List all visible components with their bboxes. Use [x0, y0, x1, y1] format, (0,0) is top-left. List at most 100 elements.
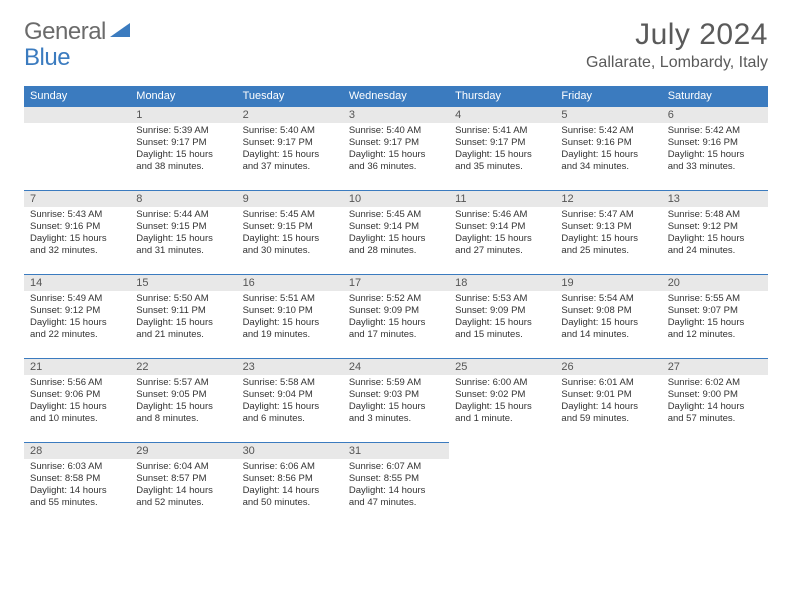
- day-number: 4: [449, 106, 555, 123]
- daylight-line: Daylight: 14 hours: [668, 401, 762, 413]
- sunrise-line: Sunrise: 5:42 AM: [561, 125, 655, 137]
- sunset-line: Sunset: 9:14 PM: [455, 221, 549, 233]
- daylight-line: Daylight: 15 hours: [30, 233, 124, 245]
- sunrise-line: Sunrise: 5:43 AM: [30, 209, 124, 221]
- day-number: 3: [343, 106, 449, 123]
- daylight-line: Daylight: 15 hours: [243, 149, 337, 161]
- calendar-day-cell: 13Sunrise: 5:48 AMSunset: 9:12 PMDayligh…: [662, 190, 768, 274]
- sunrise-line: Sunrise: 5:41 AM: [455, 125, 549, 137]
- sunrise-line: Sunrise: 6:06 AM: [243, 461, 337, 473]
- day-content: 29 Sunrise: 6:04 AMSunset: 8:57 PMDayligh…: [130, 442, 236, 513]
- day-number: 23: [237, 358, 343, 375]
- logo-blue-row: Blue: [24, 44, 70, 72]
- daylight-line: Daylight: 14 hours: [136, 485, 230, 497]
- day-content: 17Sunrise: 5:52 AMSunset: 9:09 PMDayligh…: [343, 274, 449, 345]
- daylight-line: and 21 minutes.: [136, 329, 230, 341]
- day-content: 9Sunrise: 5:45 AMSunset: 9:15 PMDaylight…: [237, 190, 343, 261]
- sunrise-line: Sunrise: 5:50 AM: [136, 293, 230, 305]
- calendar-day-cell: 21Sunrise: 5:56 AMSunset: 9:06 PMDayligh…: [24, 358, 130, 442]
- calendar-day-cell: 25Sunrise: 6:00 AMSunset: 9:02 PMDayligh…: [449, 358, 555, 442]
- daylight-line: Daylight: 15 hours: [136, 317, 230, 329]
- sunrise-line: Sunrise: 6:01 AM: [561, 377, 655, 389]
- sunset-line: Sunset: 9:12 PM: [30, 305, 124, 317]
- daylight-line: Daylight: 15 hours: [30, 401, 124, 413]
- sunset-line: Sunset: 9:12 PM: [668, 221, 762, 233]
- daylight-line: Daylight: 15 hours: [455, 317, 549, 329]
- calendar-week-row: 28Sunrise: 6:03 AMSunset: 8:58 PMDayligh…: [24, 442, 768, 526]
- day-content: 26Sunrise: 6:01 AMSunset: 9:01 PMDayligh…: [555, 358, 661, 429]
- sunset-line: Sunset: 9:09 PM: [349, 305, 443, 317]
- day-content: 1Sunrise: 5:39 AMSunset: 9:17 PMDaylight…: [130, 106, 236, 177]
- daylight-line: Daylight: 15 hours: [349, 401, 443, 413]
- day-content: 24Sunrise: 5:59 AMSunset: 9:03 PMDayligh…: [343, 358, 449, 429]
- day-number: 29: [130, 442, 236, 459]
- day-number: 28: [24, 442, 130, 459]
- sunrise-line: Sunrise: 5:45 AM: [243, 209, 337, 221]
- daylight-line: and 6 minutes.: [243, 413, 337, 425]
- day-number: 2: [237, 106, 343, 123]
- sunrise-line: Sunrise: 5:57 AM: [136, 377, 230, 389]
- sunrise-line: Sunrise: 5:59 AM: [349, 377, 443, 389]
- sunset-line: Sunset: 8:57 PM: [136, 473, 230, 485]
- sunrise-line: Sunrise: 6:04 AM: [136, 461, 230, 473]
- daylight-line: Daylight: 15 hours: [561, 317, 655, 329]
- daylight-line: and 19 minutes.: [243, 329, 337, 341]
- calendar-day-cell: 28Sunrise: 6:03 AMSunset: 8:58 PMDayligh…: [24, 442, 130, 526]
- sunset-line: Sunset: 9:17 PM: [136, 137, 230, 149]
- calendar-day-cell: 6Sunrise: 5:42 AMSunset: 9:16 PMDaylight…: [662, 106, 768, 190]
- sunset-line: Sunset: 9:10 PM: [243, 305, 337, 317]
- daylight-line: and 3 minutes.: [349, 413, 443, 425]
- calendar-week-row: 7Sunrise: 5:43 AMSunset: 9:16 PMDaylight…: [24, 190, 768, 274]
- daylight-line: and 59 minutes.: [561, 413, 655, 425]
- day-content: 8Sunrise: 5:44 AMSunset: 9:15 PMDaylight…: [130, 190, 236, 261]
- daylight-line: and 28 minutes.: [349, 245, 443, 257]
- calendar-day-cell: 31Sunrise: 6:07 AMSunset: 8:55 PMDayligh…: [343, 442, 449, 526]
- sunset-line: Sunset: 9:11 PM: [136, 305, 230, 317]
- day-content: 18Sunrise: 5:53 AMSunset: 9:09 PMDayligh…: [449, 274, 555, 345]
- day-number: 27: [662, 358, 768, 375]
- day-header: Sunday: [24, 86, 130, 106]
- sunset-line: Sunset: 9:02 PM: [455, 389, 549, 401]
- calendar-day-cell: 18Sunrise: 5:53 AMSunset: 9:09 PMDayligh…: [449, 274, 555, 358]
- sunrise-line: Sunrise: 6:07 AM: [349, 461, 443, 473]
- sunrise-line: Sunrise: 6:00 AM: [455, 377, 549, 389]
- daylight-line: Daylight: 15 hours: [243, 317, 337, 329]
- empty-day-bar: [24, 106, 130, 123]
- sunrise-line: Sunrise: 5:40 AM: [349, 125, 443, 137]
- calendar-day-cell: 3Sunrise: 5:40 AMSunset: 9:17 PMDaylight…: [343, 106, 449, 190]
- sunrise-line: Sunrise: 5:42 AM: [668, 125, 762, 137]
- sunset-line: Sunset: 9:00 PM: [668, 389, 762, 401]
- sunrise-line: Sunrise: 5:55 AM: [668, 293, 762, 305]
- daylight-line: and 22 minutes.: [30, 329, 124, 341]
- daylight-line: Daylight: 15 hours: [561, 233, 655, 245]
- calendar-week-row: 1Sunrise: 5:39 AMSunset: 9:17 PMDaylight…: [24, 106, 768, 190]
- daylight-line: and 17 minutes.: [349, 329, 443, 341]
- daylight-line: Daylight: 15 hours: [136, 233, 230, 245]
- day-content: 20Sunrise: 5:55 AMSunset: 9:07 PMDayligh…: [662, 274, 768, 345]
- day-content: 28Sunrise: 6:03 AMSunset: 8:58 PMDayligh…: [24, 442, 130, 513]
- calendar-day-cell: 14Sunrise: 5:49 AMSunset: 9:12 PMDayligh…: [24, 274, 130, 358]
- day-header: Friday: [555, 86, 661, 106]
- sunset-line: Sunset: 9:17 PM: [243, 137, 337, 149]
- calendar-day-cell: 8Sunrise: 5:44 AMSunset: 9:15 PMDaylight…: [130, 190, 236, 274]
- day-number: 9: [237, 190, 343, 207]
- day-content: 5Sunrise: 5:42 AMSunset: 9:16 PMDaylight…: [555, 106, 661, 177]
- calendar-day-cell: 4Sunrise: 5:41 AMSunset: 9:17 PMDaylight…: [449, 106, 555, 190]
- sunset-line: Sunset: 9:17 PM: [455, 137, 549, 149]
- logo-triangle-icon: [110, 21, 132, 44]
- daylight-line: and 27 minutes.: [455, 245, 549, 257]
- daylight-line: and 50 minutes.: [243, 497, 337, 509]
- daylight-line: and 57 minutes.: [668, 413, 762, 425]
- calendar-week-row: 21Sunrise: 5:56 AMSunset: 9:06 PMDayligh…: [24, 358, 768, 442]
- day-number: 5: [555, 106, 661, 123]
- day-content: 23Sunrise: 5:58 AMSunset: 9:04 PMDayligh…: [237, 358, 343, 429]
- sunset-line: Sunset: 9:16 PM: [30, 221, 124, 233]
- day-header: Thursday: [449, 86, 555, 106]
- sunset-line: Sunset: 9:16 PM: [668, 137, 762, 149]
- day-number: 24: [343, 358, 449, 375]
- sunset-line: Sunset: 9:15 PM: [136, 221, 230, 233]
- day-number: 11: [449, 190, 555, 207]
- day-content: 4Sunrise: 5:41 AMSunset: 9:17 PMDaylight…: [449, 106, 555, 177]
- sunset-line: Sunset: 9:13 PM: [561, 221, 655, 233]
- calendar-day-cell: 7Sunrise: 5:43 AMSunset: 9:16 PMDaylight…: [24, 190, 130, 274]
